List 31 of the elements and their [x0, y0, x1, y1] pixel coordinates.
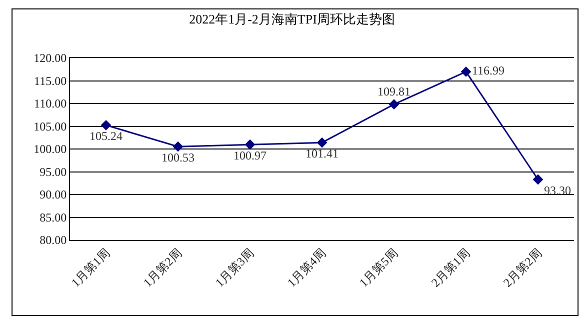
x-tick-label: 2月第2周 — [500, 246, 544, 290]
data-label: 101.41 — [306, 146, 338, 161]
x-tick-label: 1月第5周 — [356, 246, 400, 290]
point — [244, 139, 256, 150]
x-tick-label: 2月第1周 — [428, 246, 472, 290]
y-tick-label: 105.00 — [34, 119, 67, 134]
point — [532, 174, 544, 185]
y-tick-label: 85.00 — [40, 210, 67, 224]
data-label: 105.24 — [90, 129, 122, 144]
point — [172, 141, 184, 152]
y-tick-label: 100.00 — [34, 142, 67, 156]
x-tick-label: 1月第3周 — [212, 246, 256, 290]
data-label: 116.99 — [472, 64, 505, 78]
point — [100, 120, 112, 130]
x-tick-label: 1月第1周 — [68, 246, 112, 290]
y-tick-label: 95.00 — [40, 164, 67, 179]
y-tick-label: 115.00 — [34, 74, 67, 88]
y-tick-label: 80.00 — [40, 233, 67, 248]
y-tick-label: 90.00 — [40, 188, 67, 202]
x-tick-label: 1月第4周 — [284, 246, 328, 290]
data-label: 109.81 — [378, 84, 410, 98]
point — [388, 99, 400, 110]
chart-title: 2022年1月-2月海南TPI周环比走势图 — [189, 11, 395, 26]
data-label: 100.97 — [234, 148, 266, 163]
y-tick-label: 110.00 — [34, 96, 67, 111]
point — [316, 137, 328, 148]
point — [460, 66, 472, 77]
data-label: 93.30 — [544, 183, 571, 198]
y-tick-label: 120.00 — [34, 51, 67, 66]
x-tick-label: 1月第2周 — [140, 246, 184, 290]
data-label: 100.53 — [162, 150, 194, 165]
